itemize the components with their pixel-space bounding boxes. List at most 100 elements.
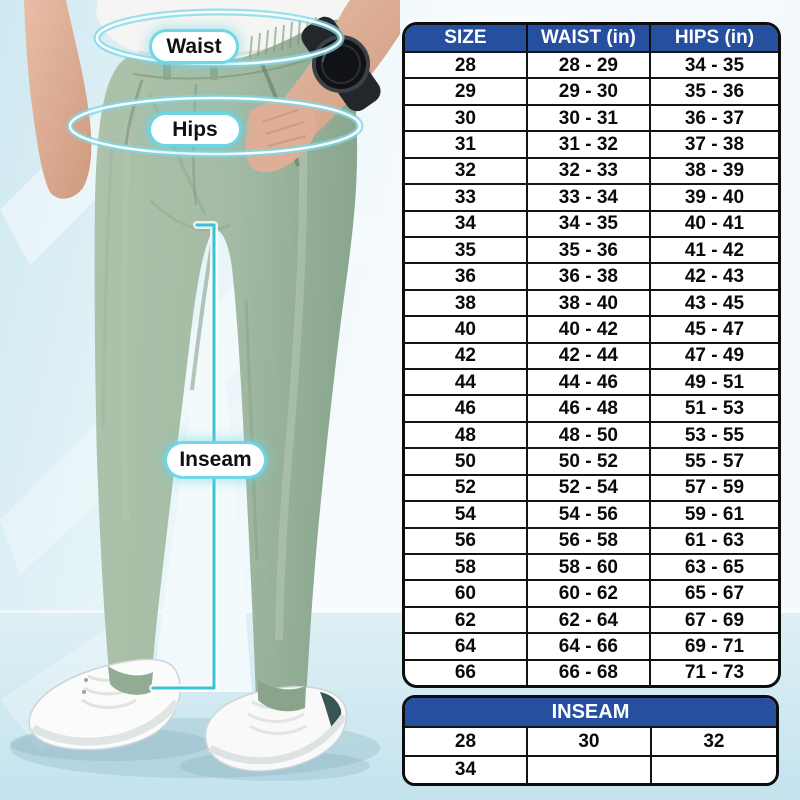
hips-column-header: HIPS (in) — [648, 25, 778, 51]
table-row: 64 64 - 66 69 - 71 — [405, 632, 778, 659]
table-cell: 38 - 40 — [525, 290, 649, 316]
table-cell: 52 — [454, 477, 476, 499]
table-cell: 43 - 45 — [648, 290, 778, 316]
table-row: 42 42 - 44 47 - 49 — [405, 341, 778, 369]
table-row: 32 32 - 33 38 - 39 — [405, 156, 778, 184]
table-cell: 48 - 50 — [525, 422, 649, 448]
table-cell: 54 - 56 — [525, 502, 649, 527]
table-cell: 31 - 32 — [525, 132, 649, 157]
table-cell: 64 — [454, 635, 476, 657]
table-cell: 28 - 29 — [525, 53, 649, 78]
table-row: 54 54 - 56 59 - 61 — [405, 500, 778, 527]
table-row: 33 33 - 34 39 - 40 — [405, 183, 778, 210]
floor-horizon — [0, 610, 800, 613]
hips-label: Hips — [151, 115, 239, 144]
table-cell: 66 — [454, 662, 476, 684]
table-cell: 60 — [454, 583, 476, 605]
table-row: 28 28 - 29 34 - 35 — [405, 51, 778, 78]
pants-crease — [148, 198, 231, 232]
table-cell: 34 - 35 — [525, 211, 649, 236]
table-cell: 50 — [454, 451, 476, 473]
table-cell: 49 - 51 — [648, 370, 778, 395]
table-cell: 40 - 41 — [648, 211, 778, 236]
table-cell: 40 — [454, 318, 476, 340]
model-left-arm — [24, 0, 92, 199]
table-cell: 62 — [454, 609, 476, 631]
table-cell: 46 — [454, 398, 476, 420]
table-cell: 29 - 30 — [525, 79, 649, 104]
table-cell: 34 - 35 — [648, 53, 778, 78]
table-row: 31 31 - 32 37 - 38 — [405, 130, 778, 157]
table-cell: 65 - 67 — [648, 581, 778, 606]
table-cell: 39 - 40 — [648, 185, 778, 210]
table-row: 34 — [405, 754, 776, 783]
table-cell: 46 - 48 — [525, 396, 649, 421]
table-row: 48 48 - 50 53 - 55 — [405, 420, 778, 448]
table-row: 35 35 - 36 41 - 42 — [405, 235, 778, 263]
waist-ellipse — [93, 8, 345, 68]
table-cell: 32 — [454, 160, 476, 182]
table-row: 62 62 - 64 67 - 69 — [405, 605, 778, 633]
pants-crease — [101, 139, 114, 431]
table-cell: 36 - 37 — [648, 105, 778, 131]
table-cell — [649, 756, 776, 783]
table-cell: 32 — [649, 728, 776, 755]
table-cell: 31 — [454, 133, 476, 155]
table-row: 30 30 - 31 36 - 37 — [405, 103, 778, 131]
table-row: 66 66 - 68 71 - 73 — [405, 658, 778, 685]
table-cell: 33 - 34 — [525, 185, 649, 210]
table-row: 36 36 - 38 42 - 43 — [405, 262, 778, 289]
table-cell: 56 - 58 — [525, 528, 649, 554]
table-cell: 30 — [454, 107, 476, 129]
table-cell: 30 — [525, 728, 650, 755]
table-cell: 28 — [454, 54, 476, 76]
table-cell: 38 - 39 — [648, 158, 778, 184]
table-cell: 44 — [454, 371, 476, 393]
inseam-label: Inseam — [167, 444, 264, 476]
pants-crease — [148, 94, 207, 216]
size-column-header: SIZE — [444, 27, 487, 48]
table-row: 46 46 - 48 51 - 53 — [405, 394, 778, 421]
inseam-table-body: 28 30 32 34 — [405, 726, 776, 783]
table-cell: 34 — [454, 759, 477, 781]
table-row: 50 50 - 52 55 - 57 — [405, 447, 778, 474]
left-pant-hem — [108, 666, 153, 695]
size-table-header-row: SIZE WAIST (in) HIPS (in) — [405, 25, 778, 51]
waist-column-header: WAIST (in) — [525, 25, 649, 51]
table-cell: 37 - 38 — [648, 132, 778, 157]
table-cell: 66 - 68 — [525, 660, 649, 685]
model-pants — [94, 19, 358, 703]
table-row: 34 34 - 35 40 - 41 — [405, 209, 778, 236]
table-cell: 61 - 63 — [648, 528, 778, 554]
table-row: 44 44 - 46 49 - 51 — [405, 368, 778, 395]
table-cell: 42 - 44 — [525, 343, 649, 369]
table-cell: 60 - 62 — [525, 581, 649, 606]
table-row: 56 56 - 58 61 - 63 — [405, 526, 778, 554]
size-table: SIZE WAIST (in) HIPS (in) 28 28 - 29 34 - … — [402, 22, 781, 688]
table-cell: 35 - 36 — [648, 79, 778, 104]
waist-label: Waist — [152, 32, 236, 61]
table-cell: 62 - 64 — [525, 607, 649, 633]
table-cell: 36 — [454, 266, 476, 288]
table-cell: 55 - 57 — [648, 449, 778, 474]
table-row: 40 40 - 42 45 - 47 — [405, 315, 778, 342]
table-cell: 54 — [454, 503, 476, 525]
table-row: 58 58 - 60 63 - 65 — [405, 553, 778, 580]
table-cell: 69 - 71 — [648, 634, 778, 659]
hips-ellipse — [66, 94, 364, 158]
table-cell: 34 — [454, 213, 476, 235]
right-pant-hem — [258, 680, 306, 712]
table-cell: 50 - 52 — [525, 449, 649, 474]
size-table-body: 28 28 - 29 34 - 35 29 29 - 30 35 - 36 30 30 - 3… — [405, 51, 778, 685]
table-cell: 45 - 47 — [648, 317, 778, 342]
table-cell: 58 — [454, 556, 476, 578]
table-cell: 71 - 73 — [648, 660, 778, 685]
table-cell: 47 - 49 — [648, 343, 778, 369]
right-shoe-sole — [208, 714, 347, 765]
inseam-table: INSEAM 28 30 32 34 — [402, 695, 779, 786]
table-cell: 38 — [454, 292, 476, 314]
table-cell: 40 - 42 — [525, 317, 649, 342]
table-row: 60 60 - 62 65 - 67 — [405, 579, 778, 606]
table-row: 29 29 - 30 35 - 36 — [405, 77, 778, 104]
